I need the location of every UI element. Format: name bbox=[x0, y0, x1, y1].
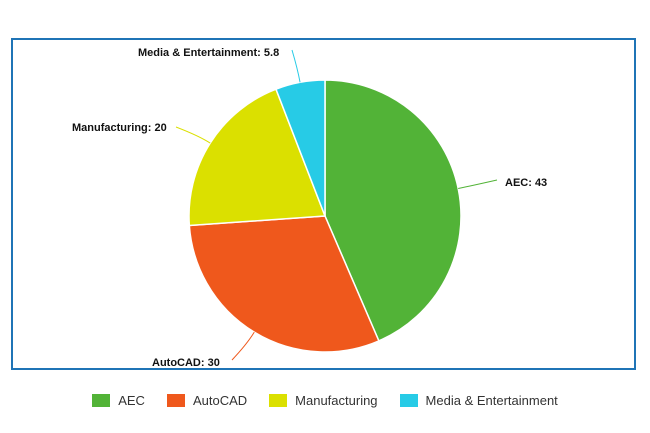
pie-slice-autocad[interactable] bbox=[188, 215, 380, 353]
legend-item-aec[interactable]: AEC bbox=[92, 393, 145, 408]
data-labels: AEC: 43 AutoCAD: 30 Manufacturing: 20 Media… bbox=[72, 47, 547, 369]
data-label-manufacturing: Manufacturing: 20 bbox=[72, 122, 167, 134]
legend-label: Manufacturing bbox=[295, 392, 378, 408]
pie-slice-aec[interactable] bbox=[324, 79, 462, 342]
label-connectors bbox=[175, 49, 498, 361]
legend-label: AutoCAD bbox=[192, 392, 248, 408]
legend: AEC AutoCAD Manufacturing Media & Entertain… bbox=[0, 389, 650, 411]
legend-item-media-entertainment[interactable]: Media & Entertainment bbox=[399, 392, 558, 408]
legend-swatch bbox=[399, 393, 418, 407]
pie-slices bbox=[188, 79, 462, 353]
pie-slice-media-entertainment[interactable] bbox=[274, 79, 326, 217]
legend-swatch bbox=[92, 393, 111, 407]
legend-swatch bbox=[166, 393, 185, 407]
connector-autocad bbox=[231, 331, 255, 361]
legend-label: Media & Entertainment bbox=[425, 392, 558, 408]
legend-swatch bbox=[269, 393, 288, 407]
connector-manufacturing bbox=[175, 126, 211, 144]
connector-media-entertainment bbox=[291, 49, 301, 83]
data-label-aec: AEC: 43 bbox=[505, 177, 547, 189]
legend-item-autocad[interactable]: AutoCAD bbox=[166, 392, 248, 408]
pie-slice-manufacturing[interactable] bbox=[188, 88, 327, 227]
data-label-media-entertainment: Media & Entertainment: 5.8 bbox=[138, 47, 279, 59]
legend-item-manufacturing[interactable]: Manufacturing bbox=[269, 392, 378, 408]
data-label-autocad: AutoCAD: 30 bbox=[152, 357, 220, 369]
legend-label: AEC bbox=[118, 392, 145, 408]
connector-aec bbox=[458, 179, 498, 190]
